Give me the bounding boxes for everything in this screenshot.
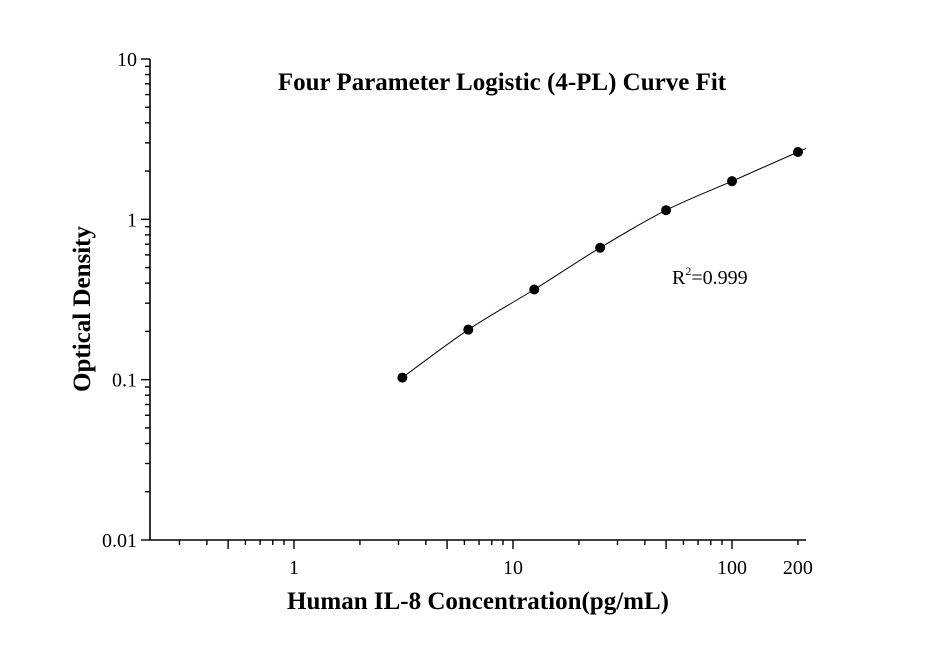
data-point xyxy=(595,242,606,253)
y-axis-title: Optical Density xyxy=(69,226,96,392)
data-point xyxy=(792,147,803,158)
fit-curve xyxy=(402,147,807,379)
r-squared-superscript: 2 xyxy=(685,264,691,278)
x-tick-label: 10 xyxy=(503,557,523,579)
r-squared-prefix: R xyxy=(672,267,686,289)
x-tick-label: 200 xyxy=(783,557,813,579)
x-axis-ticks: 1 10 100 200 xyxy=(178,540,813,579)
x-tick-label: 100 xyxy=(717,557,747,579)
data-point xyxy=(661,205,672,216)
chart-title: Four Parameter Logistic (4-PL) Curve Fit xyxy=(278,69,727,96)
y-tick-label: 10 xyxy=(117,49,137,71)
data-point xyxy=(727,176,737,187)
data-point xyxy=(463,324,474,335)
y-axis-ticks: 0.01 0.1 1 10 xyxy=(102,49,150,552)
data-point xyxy=(397,372,408,383)
r-squared-value: =0.999 xyxy=(691,267,747,289)
data-point xyxy=(529,284,540,295)
y-tick-label: 0.1 xyxy=(112,370,137,392)
x-tick-label: 1 xyxy=(289,557,299,579)
x-axis-title: Human IL-8 Concentration(pg/mL) xyxy=(287,588,669,615)
data-points xyxy=(397,147,803,383)
r-squared-annotation: R2=0.999 xyxy=(672,264,748,289)
y-tick-label: 0.01 xyxy=(102,530,137,552)
y-tick-label: 1 xyxy=(127,209,137,231)
